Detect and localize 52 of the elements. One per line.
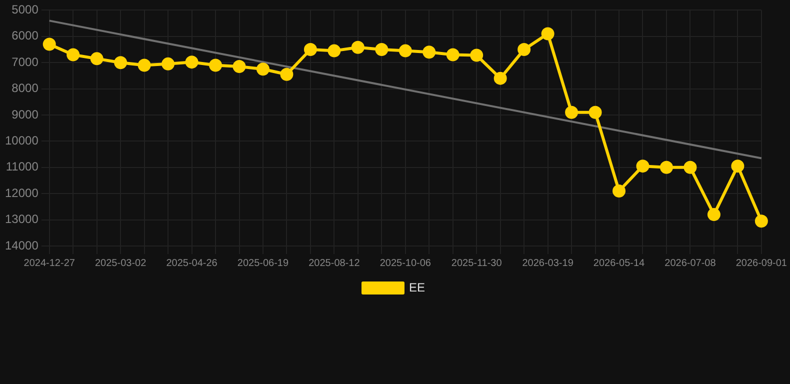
point [565,106,578,119]
y-tick-label: 12000 [4,186,39,200]
y-tick-label: 11000 [6,160,39,174]
y-tick-label: 9000 [12,107,39,122]
point [304,43,317,56]
y-tick-label: 8000 [12,81,39,96]
point [660,160,673,174]
point [280,68,294,81]
point [494,72,507,85]
x-tick-label: 2025-08-12 [308,258,360,269]
point [612,184,626,198]
point [731,160,744,173]
point [351,40,364,54]
x-tick-label: 2025-11-30 [451,258,502,269]
y-tick-label: 14000 [4,238,39,252]
point [209,58,222,72]
point [162,57,175,70]
point [90,52,104,66]
x-tick-label: 2025-03-02 [94,258,147,269]
point [66,48,80,62]
y-tick-label: 5000 [12,2,39,17]
point [375,43,388,56]
point [470,48,484,62]
point [114,56,128,70]
x-tick-label: 2025-06-19 [237,258,289,269]
point [138,58,151,72]
y-tick-label: 10000 [4,134,39,148]
point [446,48,460,62]
x-tick-label: 2026-09-01 [736,258,788,269]
point [328,44,341,58]
point [185,56,198,69]
point [707,208,720,222]
y-tick-label: 13000 [4,212,39,226]
point [636,160,650,173]
x-tick-label: 2026-03-19 [522,258,574,269]
x-tick-label: 2025-04-26 [166,258,218,269]
point [588,106,602,119]
point [422,46,436,59]
point [398,44,412,58]
x-tick-label: 2026-05-14 [593,258,646,269]
legend-label: EE [408,280,426,294]
x-tick-label: 2026-07-08 [664,258,716,269]
x-tick-label: 2025-10-06 [380,258,432,269]
point [684,160,697,174]
point [518,43,531,56]
point [754,214,768,228]
point [232,60,246,74]
y-tick-label: 7000 [12,54,39,69]
point [256,62,270,76]
x-tick-label: 2024-12-27 [24,258,76,269]
point [541,27,554,40]
y-tick-label: 6000 [12,28,39,43]
